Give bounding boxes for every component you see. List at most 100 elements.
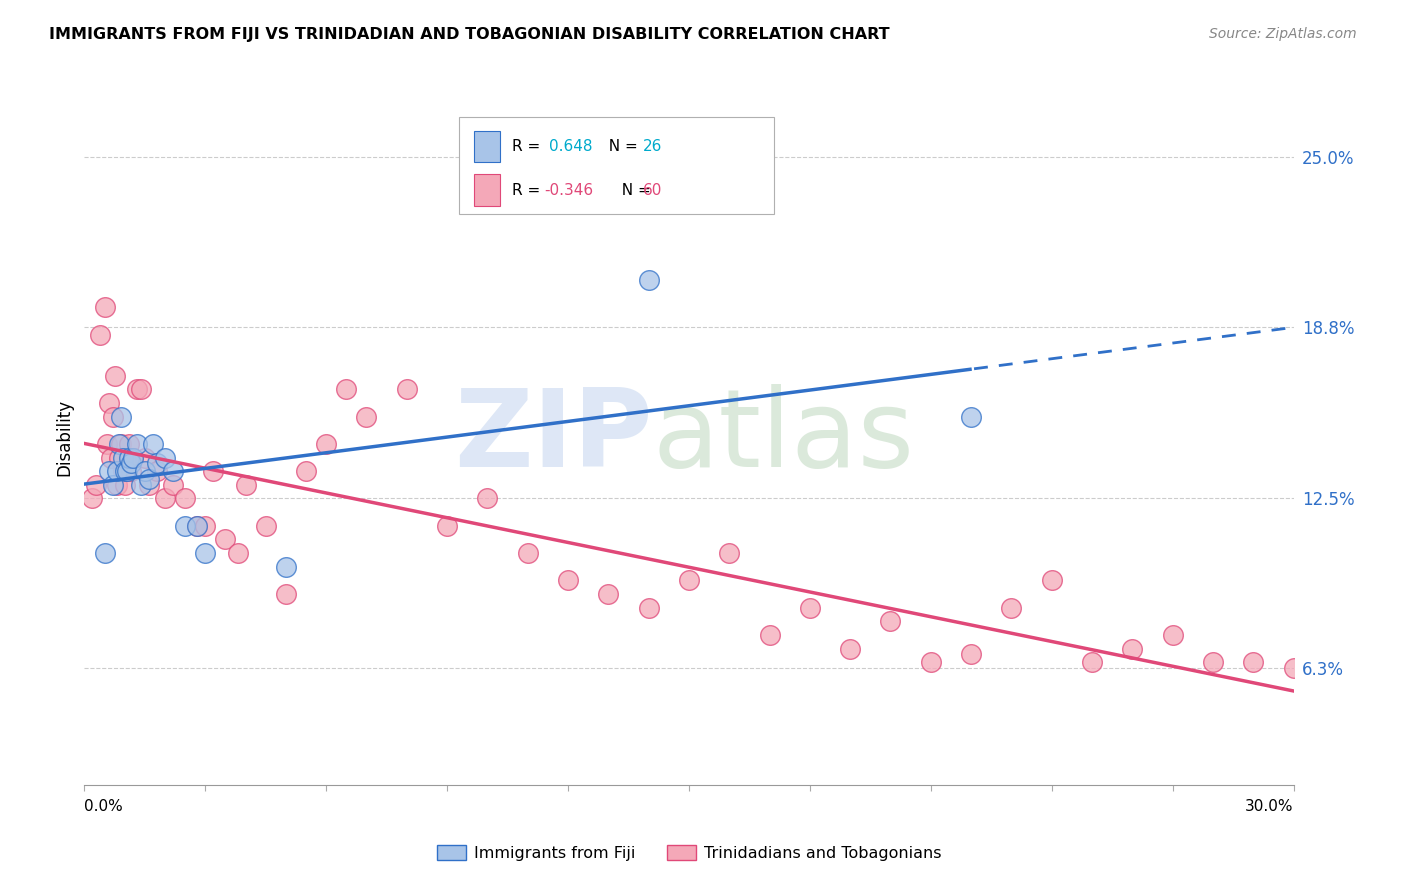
Point — [1282, 660, 1305, 674]
Point — [1161, 628, 1184, 642]
Point — [174, 518, 197, 533]
Point — [274, 587, 297, 601]
Point — [1040, 574, 1063, 588]
Point — [436, 518, 458, 533]
Point — [121, 450, 143, 465]
Point — [758, 628, 780, 642]
Point — [110, 409, 132, 424]
Point — [960, 409, 983, 424]
Point — [111, 450, 134, 465]
Point — [214, 533, 236, 547]
Point — [105, 478, 128, 492]
Point — [637, 273, 659, 287]
Point — [186, 518, 208, 533]
Point — [101, 409, 124, 424]
Point — [186, 518, 208, 533]
Text: N =: N = — [612, 183, 655, 198]
Point — [146, 456, 169, 470]
Point — [114, 478, 136, 492]
Point — [356, 409, 378, 424]
Point — [718, 546, 741, 560]
Point — [194, 518, 217, 533]
Text: -0.346: -0.346 — [544, 183, 593, 198]
Point — [105, 464, 128, 478]
Y-axis label: Disability: Disability — [55, 399, 73, 475]
Point — [115, 464, 138, 478]
Point — [125, 382, 148, 396]
Point — [879, 614, 901, 628]
Bar — [460, 117, 773, 214]
Point — [960, 647, 983, 661]
Point — [96, 437, 118, 451]
Point — [637, 600, 659, 615]
Text: atlas: atlas — [652, 384, 915, 490]
Point — [678, 574, 700, 588]
Text: R =: R = — [512, 139, 550, 153]
Point — [1241, 655, 1264, 669]
Point — [598, 587, 620, 601]
Point — [335, 382, 357, 396]
Point — [162, 478, 184, 492]
Point — [104, 368, 127, 383]
Text: 26: 26 — [643, 139, 662, 153]
Point — [120, 456, 142, 470]
Point — [129, 382, 152, 396]
Text: 0.0%: 0.0% — [84, 798, 124, 814]
Point — [162, 464, 184, 478]
Bar — [474, 130, 501, 162]
Point — [235, 478, 257, 492]
Point — [1000, 600, 1022, 615]
Point — [118, 450, 141, 465]
Point — [107, 450, 129, 465]
Point — [110, 437, 132, 451]
Text: N =: N = — [599, 139, 643, 153]
Point — [295, 464, 318, 478]
Point — [254, 518, 277, 533]
Point — [134, 450, 156, 465]
Point — [97, 464, 120, 478]
Text: 0.648: 0.648 — [548, 139, 592, 153]
Text: 60: 60 — [643, 183, 662, 198]
Point — [839, 641, 862, 656]
Text: R =: R = — [512, 183, 546, 198]
Point — [477, 491, 499, 506]
Point — [315, 437, 337, 451]
Point — [114, 464, 136, 478]
Point — [125, 437, 148, 451]
Point — [93, 301, 115, 315]
Point — [274, 559, 297, 574]
Point — [1202, 655, 1225, 669]
Point — [89, 327, 111, 342]
Bar — [474, 175, 501, 206]
Point — [226, 546, 249, 560]
Point — [107, 437, 129, 451]
Point — [153, 491, 176, 506]
Legend: Immigrants from Fiji, Trinidadians and Tobagonians: Immigrants from Fiji, Trinidadians and T… — [430, 839, 948, 867]
Text: 30.0%: 30.0% — [1246, 798, 1294, 814]
Text: ZIP: ZIP — [454, 384, 652, 490]
Text: IMMIGRANTS FROM FIJI VS TRINIDADIAN AND TOBAGONIAN DISABILITY CORRELATION CHART: IMMIGRANTS FROM FIJI VS TRINIDADIAN AND … — [49, 27, 890, 42]
Point — [129, 478, 152, 492]
Point — [138, 472, 160, 486]
Text: Source: ZipAtlas.com: Source: ZipAtlas.com — [1209, 27, 1357, 41]
Point — [920, 655, 942, 669]
Point — [194, 546, 217, 560]
Point — [153, 450, 176, 465]
Point — [516, 546, 538, 560]
Point — [134, 464, 156, 478]
Point — [557, 574, 579, 588]
Point — [93, 546, 115, 560]
Point — [799, 600, 821, 615]
Point — [100, 450, 122, 465]
Point — [86, 478, 108, 492]
Point — [120, 464, 142, 478]
Point — [202, 464, 225, 478]
Point — [138, 478, 160, 492]
Point — [97, 396, 120, 410]
Point — [121, 450, 143, 465]
Point — [174, 491, 197, 506]
Point — [111, 464, 134, 478]
Point — [142, 437, 165, 451]
Point — [1081, 655, 1104, 669]
Point — [118, 437, 141, 451]
